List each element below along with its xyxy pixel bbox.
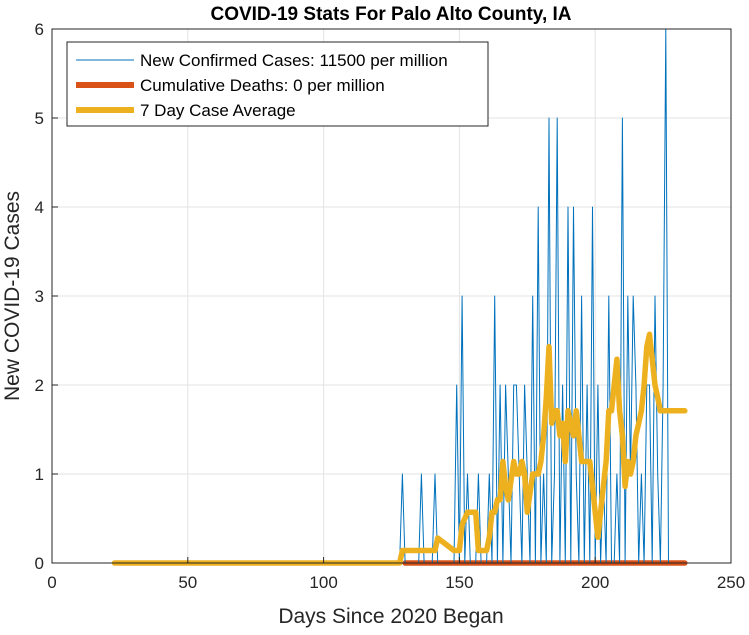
legend: New Confirmed Cases: 11500 per million C… — [66, 41, 489, 127]
x-tick-label: 100 — [309, 573, 337, 592]
x-tick-label: 150 — [445, 573, 473, 592]
x-tick-label: 200 — [581, 573, 609, 592]
x-tick-label: 0 — [47, 573, 56, 592]
y-axis-label: New COVID-19 Cases — [1, 191, 24, 401]
legend-label-average: 7 Day Case Average — [140, 101, 296, 120]
y-tick-label: 6 — [35, 20, 44, 39]
legend-label-deaths: Cumulative Deaths: 0 per million — [140, 76, 385, 95]
y-tick-label: 2 — [35, 376, 44, 395]
series-line-average — [111, 331, 688, 566]
chart-title: COVID-19 Stats For Palo Alto County, IA — [210, 4, 571, 25]
x-tick-label: 250 — [717, 573, 745, 592]
y-tick-label: 4 — [35, 198, 44, 217]
x-axis-label: Days Since 2020 Began — [278, 605, 503, 628]
y-tick-label: 3 — [35, 287, 44, 306]
legend-box — [66, 41, 489, 127]
series-line-new-cases — [114, 28, 683, 564]
y-tick-label: 1 — [35, 465, 44, 484]
axis-ticks: 0 50 100 150 200 250 0 1 2 3 4 5 6 — [35, 20, 746, 592]
legend-label-new-cases: New Confirmed Cases: 11500 per million — [140, 51, 448, 70]
y-tick-label: 5 — [35, 109, 44, 128]
x-tick-label: 50 — [178, 573, 197, 592]
y-tick-label: 0 — [35, 554, 44, 573]
